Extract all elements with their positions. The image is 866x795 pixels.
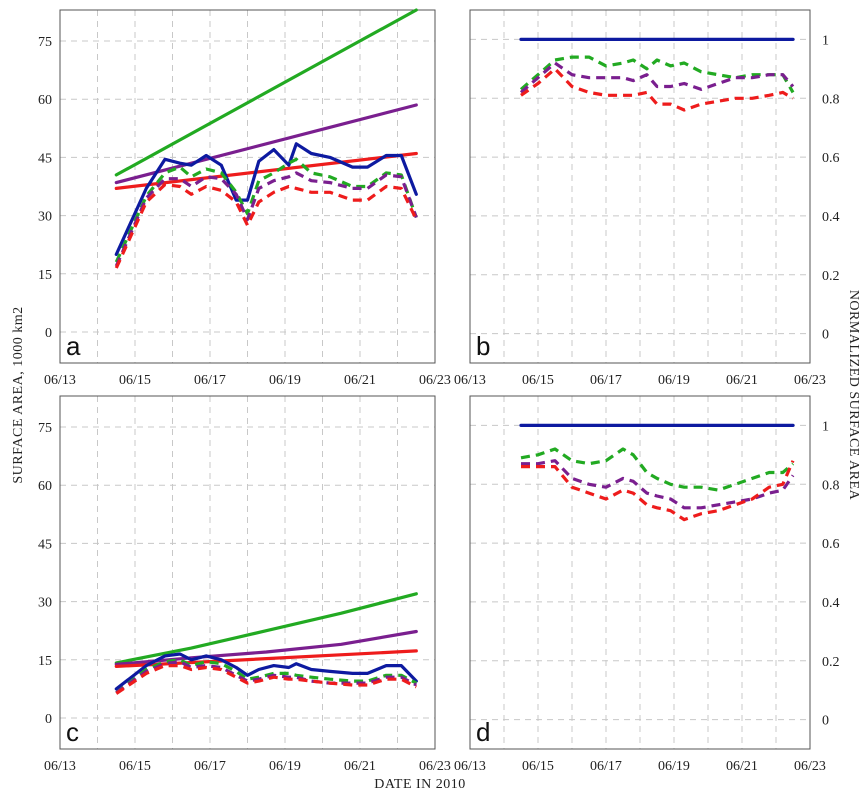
x-tick-label: 06/15 [522, 373, 554, 388]
panel-d: 0 0.2 0.4 0.6 0.8 1 06/13 06/15 06/17 06/19 06/21 0… [454, 395, 840, 774]
y-tick-label: 0.6 [822, 151, 840, 166]
y-tick-label: 0.4 [822, 596, 840, 611]
series-line-dashed [520, 447, 795, 492]
plot-frame [59, 395, 436, 750]
x-tick-label: 06/13 [454, 759, 486, 774]
series-line-solid [114, 8, 418, 177]
y-tick-label: 0 [45, 326, 52, 341]
x-tick-label: 06/13 [44, 759, 76, 774]
x-axis-title: DATE IN 2010 [374, 777, 466, 792]
x-tick-label: 06/13 [44, 373, 76, 388]
y-tick-label: 0.2 [822, 655, 840, 670]
x-tick-label: 06/23 [794, 759, 826, 774]
x-tick-label: 06/13 [454, 373, 486, 388]
y-tick-label: 60 [38, 93, 52, 108]
panel-label: b [476, 331, 490, 361]
series-line-solid [114, 592, 418, 665]
x-tick-label: 06/21 [344, 373, 376, 388]
series-line-dashed [520, 67, 794, 112]
x-tick-label: 06/15 [119, 759, 151, 774]
series-line-dashed [519, 61, 795, 94]
y-tick-label: 15 [38, 268, 52, 283]
y-tick-label: 30 [38, 210, 52, 225]
series-line-solid [114, 629, 418, 667]
panel-label: c [66, 717, 79, 747]
y-axis-title-left: SURFACE AREA, 1000 km2 [11, 306, 26, 483]
series-line-dashed [115, 658, 418, 695]
panel-a: 0 15 30 45 60 75 06/13 06/15 06/17 06/19 06/21 06/2… [38, 8, 451, 388]
x-tick-label: 06/23 [794, 373, 826, 388]
y-tick-label: 0.6 [822, 537, 840, 552]
x-tick-label: 06/21 [726, 373, 758, 388]
series-line-dashed [115, 660, 418, 695]
x-tick-label: 06/17 [194, 759, 226, 774]
series-line-solid [114, 151, 418, 190]
x-tick-label: 06/19 [658, 759, 690, 774]
series-line-dashed [521, 459, 795, 510]
panel-b: 0 0.2 0.4 0.6 0.8 1 06/13 06/15 06/17 06/19 06/21 0… [454, 9, 840, 388]
y-tick-label: 15 [38, 654, 52, 669]
series-line-solid [114, 652, 418, 691]
y-tick-label: 0 [822, 328, 829, 343]
series-line-solid [114, 649, 418, 669]
x-tick-label: 06/17 [590, 759, 622, 774]
y-tick-label: 0.4 [822, 210, 840, 225]
x-tick-label: 06/19 [658, 373, 690, 388]
y-tick-label: 45 [38, 537, 52, 552]
x-tick-label: 06/15 [522, 759, 554, 774]
y-tick-label: 0.8 [822, 478, 840, 493]
y-axis-title-right: NORMALIZED SURFACE AREA [846, 290, 861, 501]
series-line-solid [114, 103, 418, 185]
x-tick-label: 06/19 [269, 373, 301, 388]
y-tick-label: 75 [38, 421, 52, 436]
plot-frame [469, 395, 811, 750]
x-tick-label: 06/23 [419, 373, 451, 388]
x-tick-label: 06/23 [419, 759, 451, 774]
series-line-dashed [115, 663, 418, 695]
plot-frame [469, 9, 811, 364]
y-tick-label: 0.2 [822, 269, 840, 284]
x-tick-label: 06/17 [590, 373, 622, 388]
series-line-dashed [521, 460, 795, 522]
y-tick-label: 0 [45, 712, 52, 727]
x-tick-label: 06/17 [194, 373, 226, 388]
y-tick-label: 1 [822, 33, 829, 48]
y-tick-label: 75 [38, 35, 52, 50]
panel-c: 0 15 30 45 60 75 06/13 06/15 06/17 06/19 06/21 06/2… [38, 395, 451, 774]
panel-label: d [476, 717, 490, 747]
x-tick-label: 06/21 [344, 759, 376, 774]
series-line-dashed [114, 157, 418, 263]
y-tick-label: 45 [38, 151, 52, 166]
y-tick-label: 0.8 [822, 92, 840, 107]
panel-label: a [66, 331, 81, 361]
x-tick-label: 06/21 [726, 759, 758, 774]
panels-layer: 0 15 30 45 60 75 06/13 06/15 06/17 06/19 06/21 06/2… [38, 8, 840, 774]
series-line-dashed [519, 55, 795, 94]
x-tick-label: 06/15 [119, 373, 151, 388]
plot-frame [59, 9, 436, 364]
y-tick-label: 1 [822, 419, 829, 434]
y-tick-label: 30 [38, 596, 52, 611]
y-tick-label: 0 [822, 714, 829, 729]
series-line-solid [114, 142, 418, 256]
y-tick-label: 60 [38, 479, 52, 494]
x-tick-label: 06/19 [269, 759, 301, 774]
series-line-dashed [114, 183, 418, 269]
